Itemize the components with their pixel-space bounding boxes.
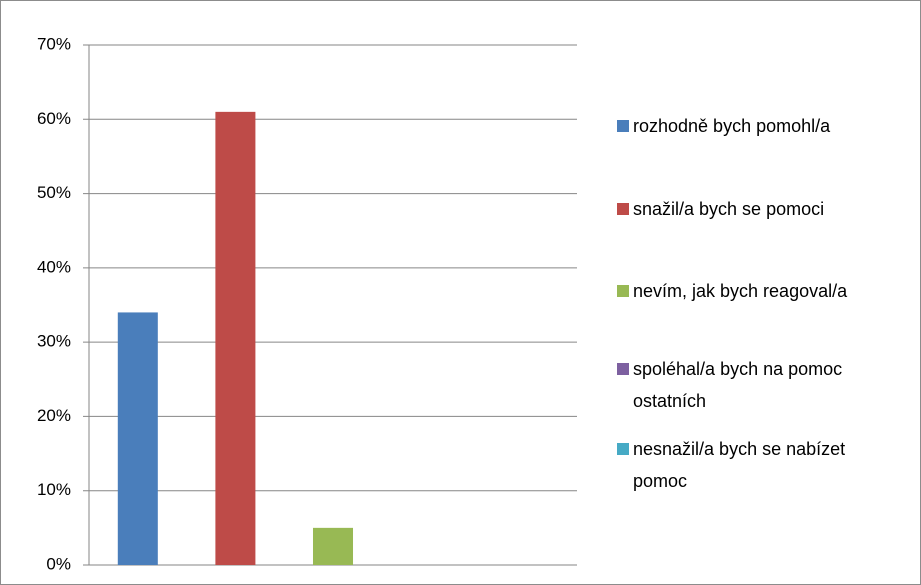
- legend-item: spoléhal/a bych na pomoc ostatních: [617, 353, 887, 417]
- y-tick-label: 40%: [37, 257, 71, 276]
- legend-swatch: [617, 120, 629, 132]
- legend-item: snažil/a bych se pomoci: [617, 193, 887, 225]
- legend-label: rozhodně bych pomohl/a: [633, 116, 831, 136]
- legend-item: nesnažil/a bych se nabízet pomoc: [617, 433, 887, 497]
- legend-swatch: [617, 285, 629, 297]
- y-tick-label: 60%: [37, 109, 71, 128]
- legend-label: nevím, jak bych reagoval/a: [633, 281, 848, 301]
- legend-swatch: [617, 363, 629, 375]
- y-tick-label: 0%: [46, 554, 71, 573]
- legend-swatch: [617, 203, 629, 215]
- legend-label: nesnažil/a bych se nabízet pomoc: [633, 439, 846, 491]
- legend-item: nevím, jak bych reagoval/a: [617, 275, 887, 307]
- y-tick-label: 30%: [37, 332, 71, 351]
- legend-label: spoléhal/a bych na pomoc ostatních: [633, 359, 843, 411]
- bar: [117, 312, 158, 565]
- legend-label: snažil/a bych se pomoci: [633, 199, 825, 219]
- bar: [312, 527, 354, 565]
- bar: [215, 111, 256, 565]
- y-tick-label: 50%: [37, 183, 71, 202]
- legend-item: rozhodně bych pomohl/a: [617, 110, 887, 142]
- y-tick-label: 20%: [37, 406, 71, 425]
- y-tick-label: 10%: [37, 480, 71, 499]
- y-tick-label: 70%: [37, 34, 71, 53]
- legend-swatch: [617, 443, 629, 455]
